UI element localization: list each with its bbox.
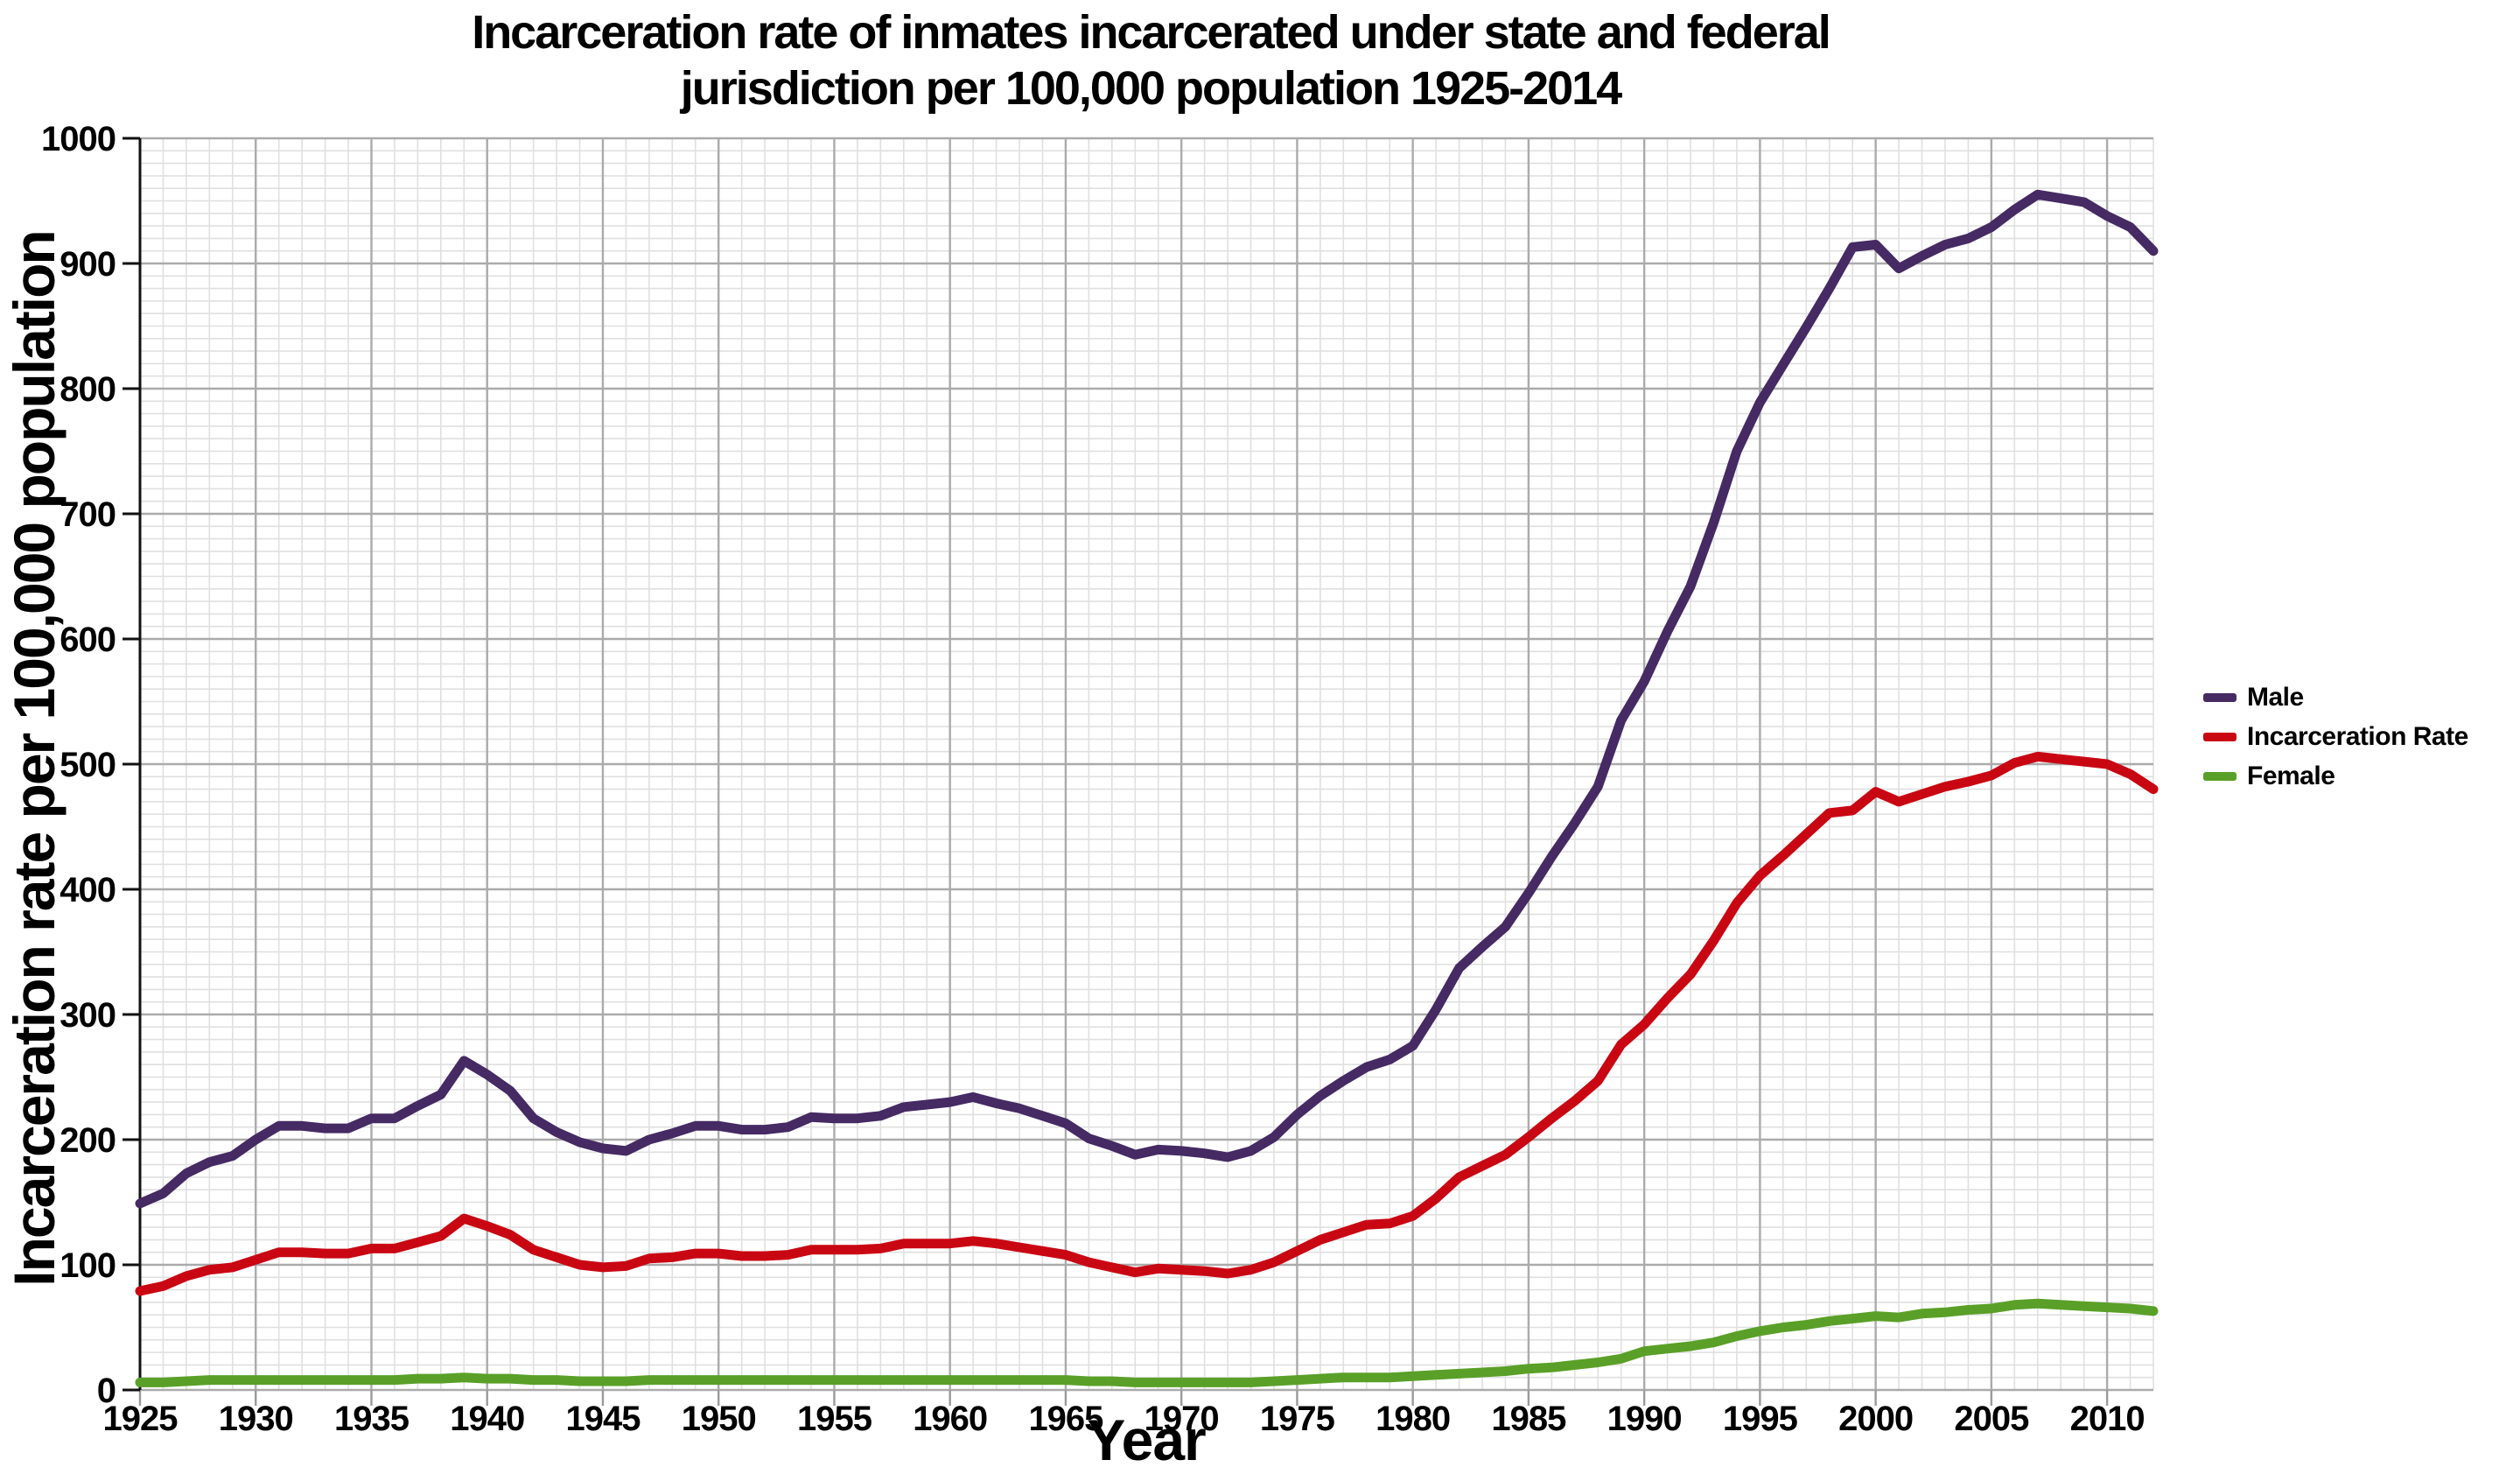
legend-item-male: Male xyxy=(2203,683,2468,712)
legend-item-female: Female xyxy=(2203,762,2468,791)
x-tick-label: 1945 xyxy=(565,1400,640,1438)
x-tick-label: 1985 xyxy=(1491,1400,1566,1438)
x-tick-label: 1940 xyxy=(450,1400,524,1438)
y-tick-label: 1000 xyxy=(41,120,116,158)
x-tick-label: 1935 xyxy=(334,1400,410,1438)
y-tick-label: 100 xyxy=(60,1246,116,1285)
x-tick-label: 1950 xyxy=(682,1400,756,1438)
y-tick-label: 800 xyxy=(60,370,116,409)
legend: Male Incarceration Rate Female xyxy=(2203,683,2468,801)
x-tick-label: 2005 xyxy=(1954,1400,2029,1438)
chart-title-line2: jurisdiction per 100,000 population 1925… xyxy=(680,61,1622,115)
x-tick-label: 1925 xyxy=(103,1400,178,1438)
legend-label-female: Female xyxy=(2247,762,2335,790)
y-tick-label: 500 xyxy=(60,746,116,784)
y-tick-label: 200 xyxy=(60,1121,116,1160)
female-line-swatch-icon xyxy=(2203,772,2236,781)
y-tick-label: 600 xyxy=(60,621,116,659)
x-tick-label: 1955 xyxy=(797,1400,872,1438)
line-incarceration-rate xyxy=(135,751,2159,1296)
x-tick-label: 1960 xyxy=(913,1400,987,1438)
y-tick-label: 300 xyxy=(60,996,116,1035)
x-tick-label: 1930 xyxy=(219,1400,293,1438)
x-tick-label: 1980 xyxy=(1376,1400,1450,1438)
legend-label-incarceration-rate: Incarceration Rate xyxy=(2247,722,2468,751)
x-tick-label: 2010 xyxy=(2070,1400,2145,1438)
chart-title: Incarceration rate of inmates incarcerat… xyxy=(0,5,2301,116)
x-tick-label: 1990 xyxy=(1607,1400,1682,1438)
legend-label-male: Male xyxy=(2247,683,2304,712)
y-tick-label: 400 xyxy=(60,871,116,909)
x-tick-label: 1970 xyxy=(1144,1400,1219,1438)
y-axis-title: Incarceration rate per 100,000 populatio… xyxy=(2,231,66,1287)
legend-item-incarceration-rate: Incarceration Rate xyxy=(2203,722,2468,752)
x-tick-label: 2000 xyxy=(1838,1400,1913,1438)
x-tick-label: 1995 xyxy=(1723,1400,1798,1438)
x-tick-label: 1965 xyxy=(1028,1400,1103,1438)
x-tick-label: 1975 xyxy=(1260,1400,1335,1438)
chart-title-line1: Incarceration rate of inmates incarcerat… xyxy=(472,6,1831,59)
line-male xyxy=(135,189,2159,1209)
line-female xyxy=(135,1298,2159,1387)
incarceration-rate-line-swatch-icon xyxy=(2203,733,2236,741)
y-tick-label: 900 xyxy=(60,245,116,284)
x-axis-title: Year xyxy=(1087,1407,1206,1472)
y-tick-label: 700 xyxy=(60,495,116,534)
male-line-swatch-icon xyxy=(2203,693,2236,702)
y-tick-label: 0 xyxy=(97,1372,116,1410)
